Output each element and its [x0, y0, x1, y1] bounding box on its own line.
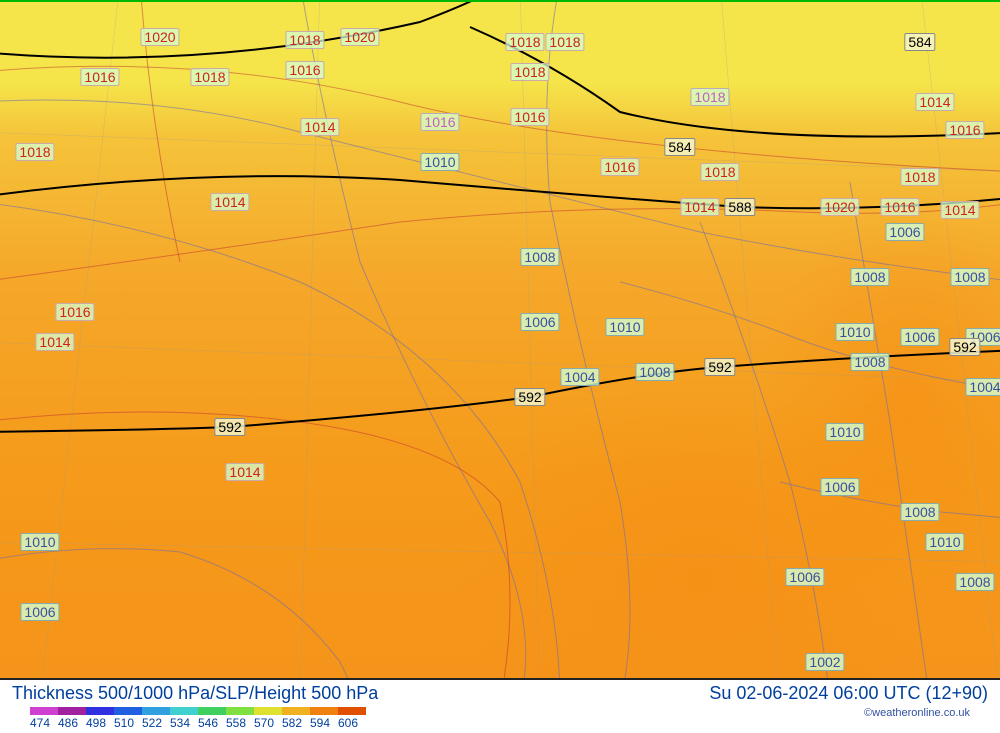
slp-label: 1006: [520, 313, 559, 331]
slp-label: 1014: [940, 201, 979, 219]
colorbar-swatch: [170, 707, 198, 715]
slp-label: 1018: [510, 63, 549, 81]
slp-label: 1006: [900, 328, 939, 346]
height-label: 584: [664, 138, 695, 156]
watermark: ©weatheronline.co.uk: [864, 707, 970, 719]
slp-label: 1016: [80, 68, 119, 86]
colorbar: 474486498510522534546558570582594606: [30, 707, 366, 730]
height-label: 592: [214, 418, 245, 436]
colorbar-tick: 570: [254, 716, 282, 730]
slp-label: 1020: [820, 198, 859, 216]
colorbar-swatch: [58, 707, 86, 715]
slp-label: 1002: [805, 653, 844, 671]
colorbar-swatch: [198, 707, 226, 715]
height-label: 592: [704, 358, 735, 376]
colorbar-tick: 546: [198, 716, 226, 730]
colorbar-tick: 534: [170, 716, 198, 730]
slp-label: 1018: [900, 168, 939, 186]
colorbar-swatch: [310, 707, 338, 715]
colorbar-swatch: [114, 707, 142, 715]
slp-label: 1018: [15, 143, 54, 161]
chart-footer: Thickness 500/1000 hPa/SLP/Height 500 hP…: [0, 681, 1000, 733]
slp-label: 1018: [545, 33, 584, 51]
colorbar-swatch: [86, 707, 114, 715]
slp-label: 1018: [190, 68, 229, 86]
slp-label: 1014: [35, 333, 74, 351]
slp-label: 1010: [605, 318, 644, 336]
colorbar-swatch: [226, 707, 254, 715]
slp-label: 1018: [505, 33, 544, 51]
colorbar-swatch: [282, 707, 310, 715]
slp-label: 1010: [825, 423, 864, 441]
contour-overlay: [0, 2, 1000, 680]
slp-label: 1004: [965, 378, 1000, 396]
slp-label: 1008: [955, 573, 994, 591]
slp-label: 1010: [925, 533, 964, 551]
slp-label: 1010: [20, 533, 59, 551]
slp-label: 1008: [850, 268, 889, 286]
colorbar-swatch: [338, 707, 366, 715]
slp-label: 1008: [900, 503, 939, 521]
slp-label: 1014: [300, 118, 339, 136]
slp-label: 1006: [885, 223, 924, 241]
slp-label: 1010: [835, 323, 874, 341]
slp-label: 1008: [950, 268, 989, 286]
colorbar-tick: 582: [282, 716, 310, 730]
colorbar-swatch: [30, 707, 58, 715]
height-label: 588: [724, 198, 755, 216]
slp-label: 1018: [285, 31, 324, 49]
slp-label: 1004: [560, 368, 599, 386]
colorbar-tick: 594: [310, 716, 338, 730]
slp-label: 1016: [880, 198, 919, 216]
colorbar-tick: 510: [114, 716, 142, 730]
slp-label: 1014: [915, 93, 954, 111]
colorbar-tick: 558: [226, 716, 254, 730]
slp-label: 1016: [600, 158, 639, 176]
slp-label: 1016: [285, 61, 324, 79]
slp-label: 1020: [340, 28, 379, 46]
slp-label: 1006: [820, 478, 859, 496]
chart-title-right: Su 02-06-2024 06:00 UTC (12+90): [709, 683, 988, 704]
slp-label: 1008: [635, 363, 674, 381]
slp-label: 1018: [700, 163, 739, 181]
slp-label: 1016: [420, 113, 459, 131]
slp-label: 1016: [55, 303, 94, 321]
slp-label: 1018: [690, 88, 729, 106]
colorbar-tick: 606: [338, 716, 366, 730]
slp-label: 1010: [420, 153, 459, 171]
height-label: 584: [904, 33, 935, 51]
colorbar-tick: 498: [86, 716, 114, 730]
colorbar-tick: 474: [30, 716, 58, 730]
colorbar-tick: 522: [142, 716, 170, 730]
slp-label: 1006: [20, 603, 59, 621]
slp-label: 1008: [850, 353, 889, 371]
height-label: 592: [949, 338, 980, 356]
chart-title-left: Thickness 500/1000 hPa/SLP/Height 500 hP…: [12, 683, 378, 704]
slp-label: 1016: [510, 108, 549, 126]
slp-label: 1014: [210, 193, 249, 211]
slp-label: 1008: [520, 248, 559, 266]
slp-label: 1020: [140, 28, 179, 46]
height-label: 592: [514, 388, 545, 406]
colorbar-swatch: [142, 707, 170, 715]
slp-label: 1006: [785, 568, 824, 586]
map-chart-area: 1020101810201018101810161018101610181018…: [0, 0, 1000, 680]
slp-label: 1014: [680, 198, 719, 216]
slp-label: 1016: [945, 121, 984, 139]
slp-label: 1014: [225, 463, 264, 481]
colorbar-swatch: [254, 707, 282, 715]
colorbar-tick: 486: [58, 716, 86, 730]
